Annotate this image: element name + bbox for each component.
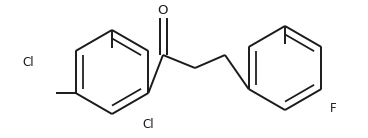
Text: O: O (158, 5, 168, 18)
Text: Cl: Cl (22, 55, 34, 68)
Text: F: F (330, 102, 337, 115)
Text: Cl: Cl (142, 118, 154, 131)
